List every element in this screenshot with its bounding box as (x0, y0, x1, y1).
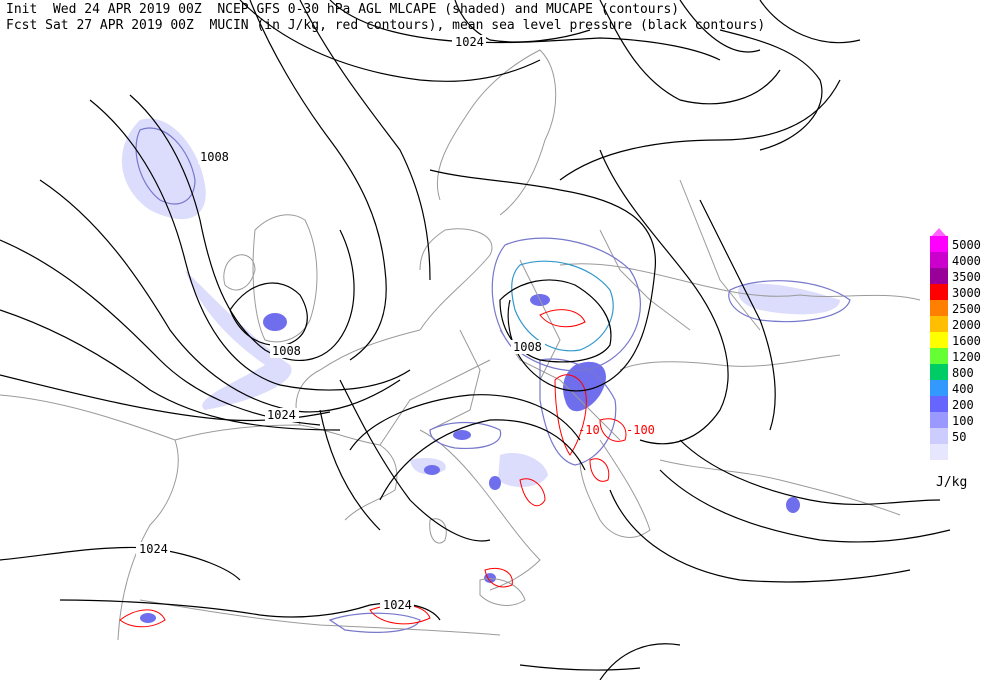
legend-swatch (930, 332, 948, 348)
mucin-contours (119, 309, 627, 628)
legend-label: 2500 (952, 302, 981, 316)
legend-label: 400 (952, 382, 974, 396)
legend-arrow-icon (930, 228, 948, 238)
legend-units: J/kg (936, 475, 968, 490)
legend-swatch (930, 396, 948, 412)
cin-labels: -10 -100 (578, 423, 655, 437)
cin-label: -10 (578, 423, 600, 437)
legend-swatch (930, 428, 948, 444)
legend-label: 800 (952, 366, 974, 380)
legend-swatch (930, 364, 948, 380)
legend-swatch (930, 284, 948, 300)
isobar-label: 1024 (139, 542, 168, 556)
legend-swatch (930, 268, 948, 284)
legend-label: 1200 (952, 350, 981, 364)
isobar-label: 1008 (513, 340, 542, 354)
legend-swatch (930, 236, 948, 252)
legend-label: 3500 (952, 270, 981, 284)
legend-swatch (930, 252, 948, 268)
legend-label: 200 (952, 398, 974, 412)
legend-swatch (930, 300, 948, 316)
isobar-label: 1024 (383, 598, 412, 612)
cin-label: -100 (626, 423, 655, 437)
forecast-time: Fcst Sat 27 APR 2019 00Z (6, 18, 194, 33)
legend-label: 4000 (952, 254, 981, 268)
product-title: NCEP GFS 0-30 hPa AGL MLCAPE (shaded) an… (217, 2, 680, 17)
legend-label: 3000 (952, 286, 981, 300)
isobars (0, 0, 951, 680)
legend-swatch (930, 348, 948, 364)
isobar-label: 1024 (455, 35, 484, 49)
product-subtitle: MUCIN (in J/kg, red contours), mean sea … (209, 18, 766, 33)
legend-label: 1600 (952, 334, 981, 348)
legend-swatch (930, 380, 948, 396)
init-time: Init Wed 24 APR 2019 00Z (6, 2, 202, 17)
isobar-label: 1008 (200, 150, 229, 164)
legend-label: 50 (952, 430, 967, 444)
legend-label: 5000 (952, 238, 981, 252)
isobar-labels: 1024 1008 1008 1008 1024 1024 1024 (136, 35, 545, 612)
mucape-contours (135, 127, 851, 633)
legend-swatch (930, 316, 948, 332)
header-line-1: Init Wed 24 APR 2019 00Z NCEP GFS 0-30 h… (6, 2, 679, 18)
isobar-label: 1024 (267, 408, 296, 422)
legend-label: 2000 (952, 318, 981, 332)
isobar-label: 1008 (272, 344, 301, 358)
header-line-2: Fcst Sat 27 APR 2019 00Z MUCIN (in J/kg,… (6, 18, 765, 34)
legend-label: 100 (952, 414, 974, 428)
legend-swatch (930, 444, 948, 460)
mlcape-shading (121, 118, 840, 487)
legend-swatch (930, 412, 948, 428)
